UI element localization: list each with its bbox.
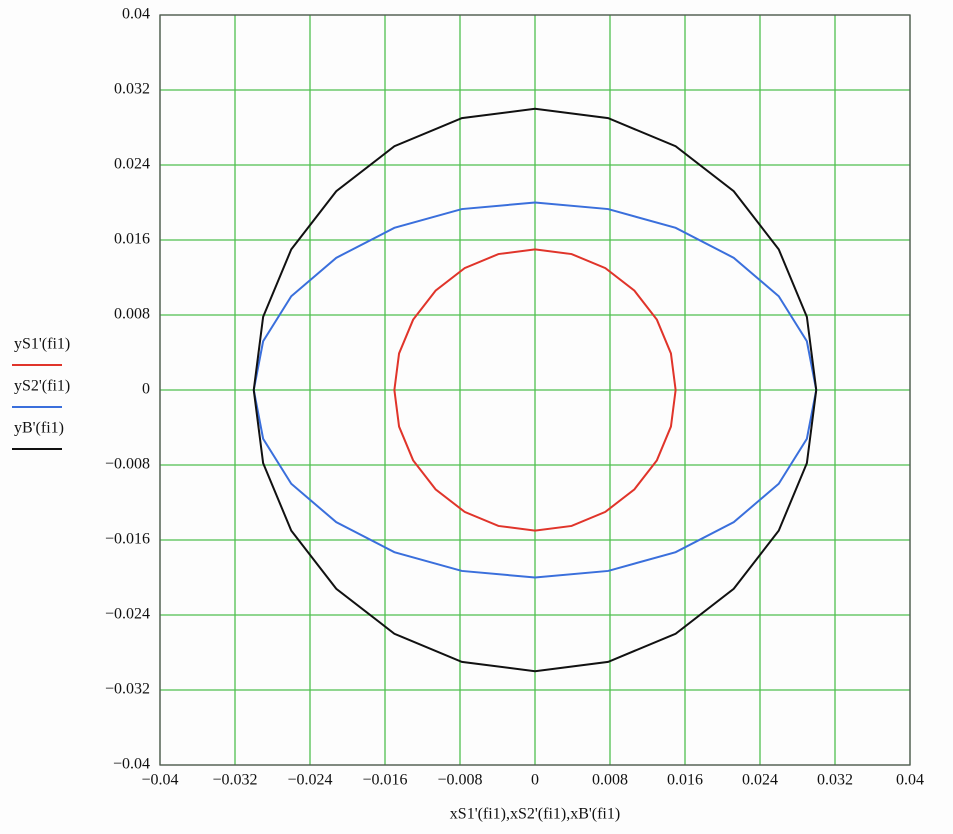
- y-tick-label: 0.008: [114, 306, 150, 323]
- x-tick-label: −0.008: [437, 772, 482, 789]
- x-tick-label: 0.032: [817, 772, 853, 789]
- y-tick-label: 0.024: [114, 156, 150, 173]
- x-tick-label: 0: [531, 772, 539, 789]
- series-line: [252, 107, 818, 673]
- x-axis-label: xS1'(fi1),xS2'(fi1),xB'(fi1): [450, 806, 620, 823]
- y-tick-label: 0: [142, 381, 150, 398]
- x-tick-label: 0.024: [742, 772, 778, 789]
- plot-frame: [159, 14, 911, 766]
- y-tick-label: −0.04: [113, 756, 150, 773]
- x-tick-label: 0.008: [592, 772, 628, 789]
- series-line: [393, 248, 677, 532]
- y-tick-label: 0.032: [114, 81, 150, 98]
- y-tick-label: 0.016: [114, 231, 150, 248]
- y-tick-label: −0.024: [105, 606, 150, 623]
- y-tick-label: −0.016: [105, 531, 150, 548]
- legend-label: yS2'(fi1): [14, 378, 70, 395]
- y-tick-label: −0.032: [105, 681, 150, 698]
- x-tick-label: −0.024: [287, 772, 332, 789]
- x-tick-label: 0.016: [667, 772, 703, 789]
- legend-label: yS1'(fi1): [14, 336, 70, 353]
- x-tick-label: −0.032: [212, 772, 257, 789]
- x-tick-label: −0.04: [141, 772, 178, 789]
- x-tick-label: 0.04: [896, 772, 924, 789]
- x-tick-label: −0.016: [362, 772, 407, 789]
- y-tick-label: 0.04: [122, 6, 150, 23]
- legend-label: yB'(fi1): [14, 420, 64, 437]
- y-tick-label: −0.008: [105, 456, 150, 473]
